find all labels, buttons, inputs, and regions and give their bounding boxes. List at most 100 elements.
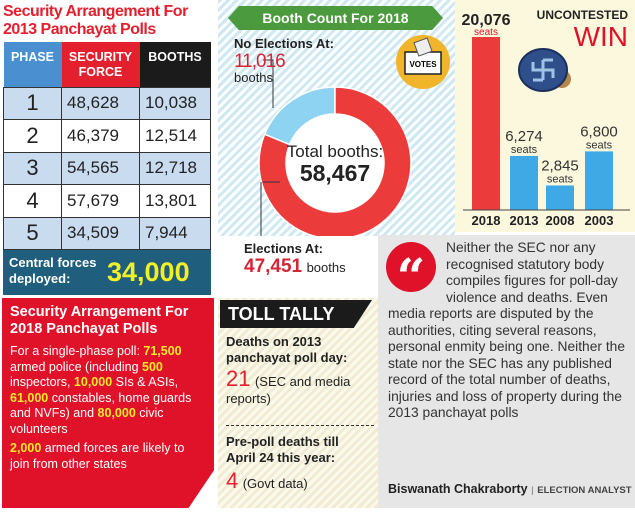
security-2018-panel: Security Arrangement For 2018 Panchayat … xyxy=(2,298,214,508)
cell-security-force: 57,679 xyxy=(61,184,140,218)
cell-booths: 7,944 xyxy=(139,216,211,250)
cell-phase: 1 xyxy=(3,86,62,120)
bar-value-label: 2,845 xyxy=(541,157,579,174)
toll-a2: 4 (Govt data) xyxy=(226,468,308,494)
cell-booths: 10,038 xyxy=(139,86,211,120)
detail-text: constables, home guards and NVFs) and xyxy=(10,390,192,421)
detail-text: armed forces are likely to join from oth… xyxy=(10,441,185,471)
detail-text: SIs & ASIs, xyxy=(112,375,179,389)
bar-value-label: 6,800 xyxy=(580,123,618,140)
no-elections-value: 11,016 xyxy=(234,51,286,72)
uncontested-win-panel: 20,076 seats 2018 6,274 seats 2013 2,845 seats 2… xyxy=(455,0,635,232)
quote-author-role: ELECTION ANALYST xyxy=(537,485,632,496)
x-tick-label: 2018 xyxy=(472,213,501,228)
cell-booths: 12,514 xyxy=(139,119,211,153)
bar-2018 xyxy=(472,37,500,210)
security-2013-table: PHASE SECURITY FORCE BOOTHS 1 48,628 10,03… xyxy=(3,42,211,250)
highlight-number: 71,500 xyxy=(143,344,182,358)
x-tick-label: 2013 xyxy=(510,213,539,228)
cell-phase: 4 xyxy=(3,184,62,218)
toll-v1: 21 xyxy=(226,366,251,391)
toll-q2: Pre-poll deaths till April 24 this year: xyxy=(226,434,339,465)
highlight-number: 2,000 xyxy=(10,441,42,455)
quote-text-block: Neither the SEC nor any recognised statu… xyxy=(388,240,633,422)
bar-unit-label: seats xyxy=(547,173,574,185)
bar-unit-label: seats xyxy=(511,144,538,156)
header-booths: BOOTHS xyxy=(139,42,211,87)
cell-security-force: 34,509 xyxy=(61,216,140,250)
table-row: 5 34,509 7,944 xyxy=(3,216,211,250)
no-elections-label: No Elections At: xyxy=(234,36,334,51)
votes-icon: VOTES xyxy=(396,35,450,89)
toll-divider xyxy=(226,425,374,426)
detail-text: inspectors, xyxy=(10,375,74,389)
security-2018-armed-forces: 2,000 armed forces are likely to join fr… xyxy=(10,441,206,472)
elections-unit: booths xyxy=(306,260,346,275)
x-tick-label: 2003 xyxy=(585,213,614,228)
bar-2008 xyxy=(546,185,574,210)
detail-text: civic volunteers xyxy=(10,406,164,436)
central-forces-value: 34,000 xyxy=(107,257,190,287)
elections-value-row: 47,451 booths xyxy=(244,256,346,278)
no-elections-leader-line xyxy=(263,59,274,108)
quote-panel: “ Neither the SEC nor any recognised sta… xyxy=(378,235,635,508)
central-forces-label: Central forces deployed: xyxy=(9,255,97,286)
chart-title-line1: UNCONTESTED xyxy=(537,8,629,22)
elections-value: 47,451 xyxy=(244,256,303,277)
cell-phase: 2 xyxy=(3,119,62,153)
x-tick-label: 2008 xyxy=(546,213,575,228)
uncontested-bar-chart: 20,076seats20186,274seats20132,845seats2… xyxy=(462,8,630,228)
table-row: 1 48,628 10,038 xyxy=(3,86,211,120)
toll-q1: Deaths on 2013 panchayat poll day: xyxy=(226,334,348,365)
cell-security-force: 48,628 xyxy=(61,86,140,120)
toll-a1: 21 (SEC and media reports) xyxy=(226,368,371,407)
quote-attribution: Biswanath Chakraborty | ELECTION ANALYST xyxy=(388,482,632,496)
chart-title-line2: WIN xyxy=(574,21,628,52)
bar-unit-label: seats xyxy=(474,27,498,38)
total-booths-label: Total booths: xyxy=(287,142,383,161)
security-2018-details: For a single-phase poll: 71,500 armed po… xyxy=(10,344,206,437)
cell-security-force: 46,379 xyxy=(61,119,140,153)
quote-text: Neither the SEC nor any recognised statu… xyxy=(388,240,625,420)
bar-unit-label: seats xyxy=(586,139,613,151)
detail-text: For a single-phase poll: xyxy=(10,344,144,358)
ballot-stamp-icon xyxy=(518,48,571,92)
no-elections-unit: booths xyxy=(234,70,274,85)
header-phase: PHASE xyxy=(3,42,62,87)
booth-count-panel: Booth Count For 2018 VOTES Total booths:… xyxy=(218,0,455,277)
cell-booths: 13,801 xyxy=(139,184,211,218)
cell-phase: 3 xyxy=(3,151,62,185)
toll-n2: (Govt data) xyxy=(242,476,308,491)
toll-n1: (SEC and media reports) xyxy=(226,374,351,406)
elections-label: Elections At: xyxy=(244,241,323,256)
security-2013-panel: Security Arrangement For 2013 Panchayat … xyxy=(0,0,215,295)
bar-2013 xyxy=(510,155,538,210)
central-forces: Central forces deployed: 34,000 xyxy=(3,250,211,295)
security-2013-title: Security Arrangement For 2013 Panchayat … xyxy=(3,3,188,38)
bar-value-label: 20,076 xyxy=(462,12,511,29)
booth-count-title: Booth Count For 2018 xyxy=(228,6,443,30)
highlight-number: 80,000 xyxy=(97,406,136,420)
quote-author: Biswanath Chakraborty xyxy=(388,482,528,496)
toll-tally-title: TOLL TALLY xyxy=(220,300,372,328)
table-row: 2 46,379 12,514 xyxy=(3,119,211,153)
security-2018-title: Security Arrangement For 2018 Panchayat … xyxy=(10,304,189,337)
header-security-force: SECURITY FORCE xyxy=(61,42,140,87)
cell-phase: 5 xyxy=(3,216,62,250)
highlight-number: 10,000 xyxy=(73,375,113,389)
votes-icon-label: VOTES xyxy=(409,60,437,69)
toll-v2: 4 xyxy=(226,468,239,493)
donut-hole xyxy=(286,114,384,212)
highlight-number: 61,000 xyxy=(10,390,49,405)
cell-booths: 12,718 xyxy=(139,151,211,185)
table-row: 3 54,565 12,718 xyxy=(3,151,211,185)
detail-text: armed police (including xyxy=(10,359,143,374)
highlight-number: 500 xyxy=(142,359,163,374)
bar-2003 xyxy=(585,151,613,210)
total-booths-value: 58,467 xyxy=(300,160,370,186)
bar-value-label: 6,274 xyxy=(505,128,543,145)
table-row: 4 57,679 13,801 xyxy=(3,184,211,218)
cell-security-force: 54,565 xyxy=(61,151,140,185)
toll-tally-panel: TOLL TALLY Deaths on 2013 panchayat poll… xyxy=(218,298,378,508)
booth-donut-chart: VOTES Total booths: 58,467 xyxy=(258,35,450,236)
